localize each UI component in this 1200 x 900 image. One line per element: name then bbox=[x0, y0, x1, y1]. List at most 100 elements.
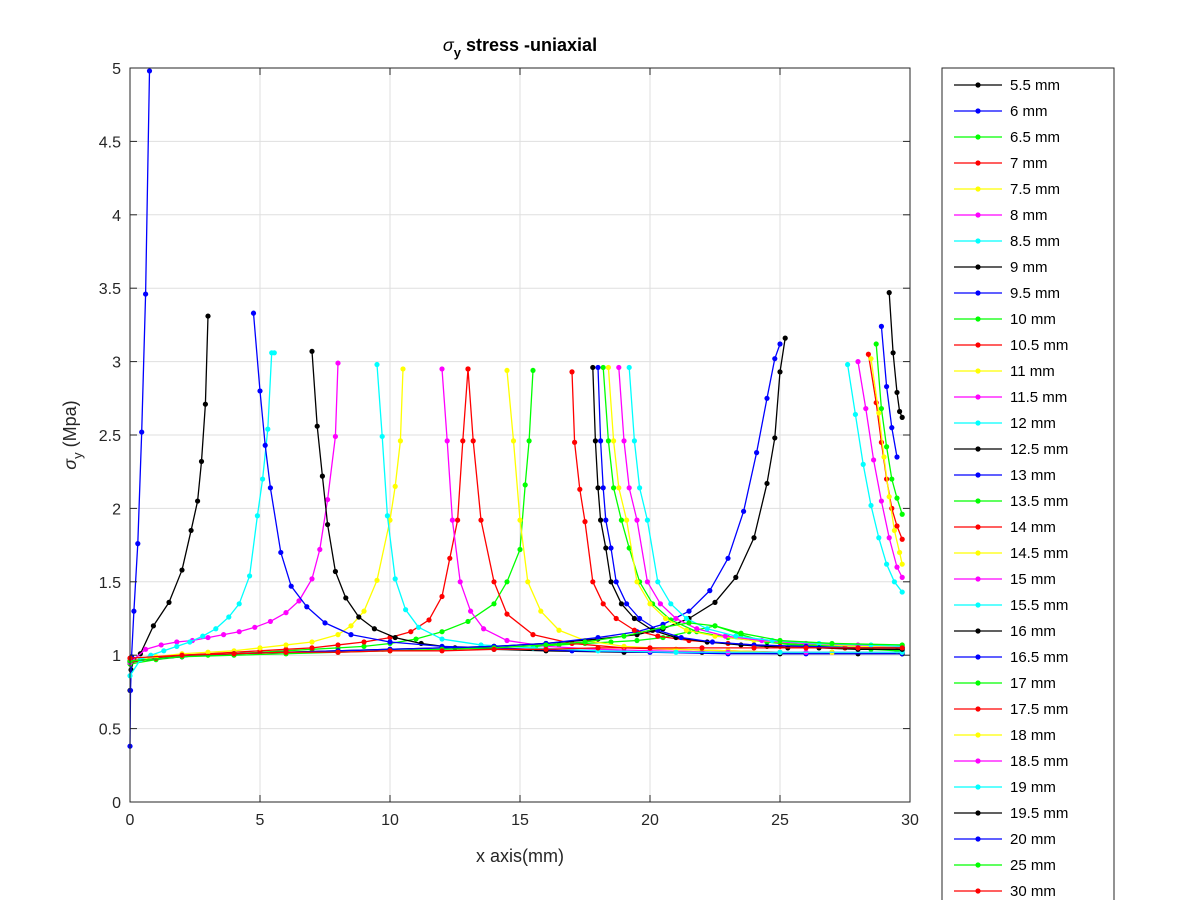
data-point bbox=[663, 615, 669, 622]
x-tick-label: 30 bbox=[901, 812, 919, 829]
data-point bbox=[881, 454, 887, 460]
data-point bbox=[455, 517, 461, 523]
series-18-mm bbox=[868, 356, 905, 567]
data-point bbox=[626, 485, 632, 491]
data-point bbox=[517, 546, 523, 553]
y-tick-label: 0.5 bbox=[99, 722, 121, 739]
data-point bbox=[616, 364, 622, 371]
legend-item: 14 mm bbox=[954, 519, 1056, 536]
series-16.5-mm bbox=[595, 364, 905, 651]
data-point bbox=[590, 364, 596, 371]
x-tick-label: 20 bbox=[641, 812, 659, 829]
data-point bbox=[598, 517, 604, 523]
legend-swatch-marker bbox=[975, 732, 981, 738]
legend-label: 14.5 mm bbox=[1010, 545, 1068, 562]
data-point bbox=[127, 687, 134, 694]
legend-label: 18.5 mm bbox=[1010, 753, 1068, 770]
legend-swatch-marker bbox=[975, 394, 981, 400]
data-point bbox=[205, 313, 211, 319]
data-point bbox=[262, 442, 268, 448]
series-30-mm bbox=[127, 645, 905, 661]
data-point bbox=[569, 369, 575, 375]
data-point bbox=[772, 435, 778, 441]
data-point bbox=[894, 523, 900, 529]
legend-swatch-marker bbox=[975, 264, 981, 270]
legend-swatch-marker bbox=[975, 212, 981, 218]
data-point bbox=[283, 610, 289, 616]
series-line bbox=[129, 622, 903, 662]
data-point bbox=[265, 426, 271, 432]
data-point bbox=[777, 341, 783, 347]
data-point bbox=[855, 645, 861, 651]
legend-label: 11.5 mm bbox=[1010, 389, 1067, 406]
data-point bbox=[309, 645, 315, 651]
data-point bbox=[335, 632, 341, 638]
legend-item: 15.5 mm bbox=[954, 597, 1068, 614]
legend-swatch-marker bbox=[975, 758, 981, 764]
data-point bbox=[899, 561, 905, 567]
ticks: 0 5 10 15 20 25 30 0 0.5 1 1.5 2 2.5 3 3.5 4 4.5 5 bbox=[99, 61, 919, 829]
series-20-mm bbox=[878, 323, 900, 460]
y-tick-label: 3.5 bbox=[99, 281, 121, 298]
legend-label: 18 mm bbox=[1010, 727, 1056, 744]
data-point bbox=[707, 588, 713, 594]
data-point bbox=[491, 646, 497, 652]
data-point bbox=[878, 498, 885, 504]
legend-item: 6.5 mm bbox=[954, 129, 1060, 146]
data-point bbox=[504, 637, 510, 644]
data-point bbox=[860, 461, 866, 467]
data-point bbox=[247, 573, 253, 579]
data-point bbox=[886, 535, 892, 541]
data-point bbox=[782, 335, 788, 341]
series-line bbox=[129, 352, 275, 677]
legend-swatch-marker bbox=[975, 498, 981, 504]
data-point bbox=[257, 388, 263, 394]
data-point bbox=[166, 599, 172, 605]
data-point bbox=[637, 615, 643, 622]
data-point bbox=[250, 310, 257, 316]
data-point bbox=[379, 433, 385, 440]
legend-swatch-marker bbox=[975, 628, 981, 634]
data-point bbox=[683, 627, 690, 633]
x-tick-label: 5 bbox=[256, 812, 265, 829]
data-point bbox=[894, 454, 900, 460]
ylabel-text: (Mpa) bbox=[60, 400, 80, 452]
data-point bbox=[899, 511, 905, 517]
data-point bbox=[195, 498, 201, 504]
data-point bbox=[712, 623, 718, 629]
data-point bbox=[439, 636, 445, 642]
data-point bbox=[260, 476, 266, 482]
data-point bbox=[413, 636, 419, 642]
legend-label: 20 mm bbox=[1010, 831, 1056, 848]
y-tick-label: 2 bbox=[112, 501, 121, 518]
data-point bbox=[221, 632, 227, 638]
data-point bbox=[621, 633, 627, 639]
data-point bbox=[556, 627, 562, 633]
data-point bbox=[899, 645, 905, 651]
legend-item: 9.5 mm bbox=[954, 285, 1060, 302]
data-point bbox=[198, 458, 205, 465]
legend-item: 19 mm bbox=[954, 779, 1056, 796]
data-point bbox=[754, 450, 760, 456]
legend-label: 17 mm bbox=[1010, 675, 1056, 692]
legend-label: 7.5 mm bbox=[1010, 181, 1060, 198]
legend-swatch-marker bbox=[975, 602, 981, 608]
data-point bbox=[772, 356, 778, 362]
data-point bbox=[200, 633, 206, 639]
data-point bbox=[439, 366, 445, 372]
data-point bbox=[335, 649, 341, 655]
data-point bbox=[803, 645, 809, 651]
data-point bbox=[624, 517, 630, 523]
data-point bbox=[460, 438, 466, 444]
data-point bbox=[647, 645, 653, 651]
data-point bbox=[408, 629, 414, 635]
series-line bbox=[602, 367, 903, 649]
data-point bbox=[314, 423, 320, 429]
legend-swatch-marker bbox=[975, 784, 981, 790]
data-point bbox=[673, 615, 679, 622]
legend-swatch-marker bbox=[975, 550, 981, 556]
data-point bbox=[886, 290, 892, 296]
legend-label: 19.5 mm bbox=[1010, 805, 1068, 822]
data-point bbox=[150, 623, 156, 629]
data-point bbox=[504, 611, 510, 617]
